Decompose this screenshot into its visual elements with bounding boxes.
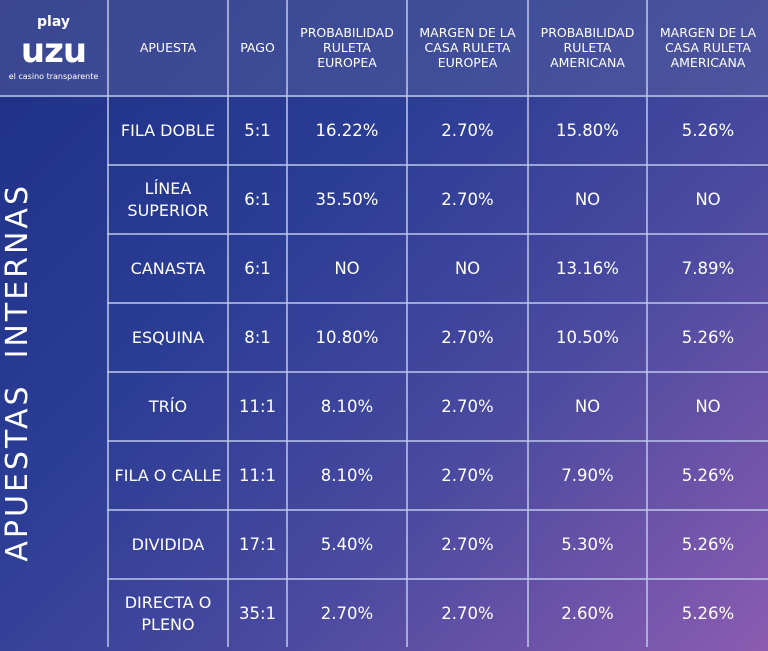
cell-am-prob: 13.16% bbox=[527, 233, 648, 304]
cell-eu-margin: 2.70% bbox=[406, 95, 529, 166]
logo-tagline: el casino transparente bbox=[8, 71, 99, 81]
cell-am-margin: 5.26% bbox=[646, 509, 768, 580]
cell-eu-margin: 2.70% bbox=[406, 509, 529, 580]
cell-am-prob: 10.50% bbox=[527, 302, 648, 373]
table-row: FILA O CALLE 11:1 8.10% 2.70% 7.90% 5.26% bbox=[0, 440, 768, 511]
cell-bet: FILA DOBLE bbox=[107, 95, 229, 166]
header-apuesta: APUESTA bbox=[107, 0, 229, 97]
cell-am-margin: NO bbox=[646, 164, 768, 235]
logo-play: play bbox=[37, 13, 70, 30]
table-row: TRÍO 11:1 8.10% 2.70% NO NO bbox=[0, 371, 768, 442]
cell-eu-prob: 8.10% bbox=[286, 371, 408, 442]
cell-eu-margin: 2.70% bbox=[406, 164, 529, 235]
logo-brand: uzu bbox=[20, 30, 87, 71]
cell-pay: 35:1 bbox=[227, 578, 288, 648]
table-row: ESQUINA 8:1 10.80% 2.70% 10.50% 5.26% bbox=[0, 302, 768, 373]
cell-am-margin: 5.26% bbox=[646, 578, 768, 648]
table-row: APUESTAS INTERNAS FILA DOBLE 5:1 16.22% 2.70… bbox=[0, 95, 768, 648]
cell-eu-margin: 2.70% bbox=[406, 371, 529, 442]
cell-am-margin: NO bbox=[646, 371, 768, 442]
cell-am-prob: 7.90% bbox=[527, 440, 648, 511]
cell-bet: TRÍO bbox=[107, 371, 229, 442]
cell-eu-prob: 35.50% bbox=[286, 164, 408, 235]
cell-am-margin: 5.26% bbox=[646, 440, 768, 511]
cell-am-prob: 2.60% bbox=[527, 578, 648, 648]
section-label-cell: APUESTAS INTERNAS bbox=[0, 95, 109, 648]
cell-bet: LÍNEA SUPERIOR bbox=[107, 164, 229, 235]
header-eu-margin: MARGEN DE LA CASA RULETA EUROPEA bbox=[406, 0, 529, 97]
cell-am-margin: 7.89% bbox=[646, 233, 768, 304]
table-row: LÍNEA SUPERIOR 6:1 35.50% 2.70% NO NO bbox=[0, 164, 768, 235]
table-row: CANASTA 6:1 NO NO 13.16% 7.89% bbox=[0, 233, 768, 304]
cell-pay: 8:1 bbox=[227, 302, 288, 373]
table-row: DIRECTA O PLENO 35:1 2.70% 2.70% 2.60% 5.26% bbox=[0, 578, 768, 648]
cell-eu-prob: NO bbox=[286, 233, 408, 304]
cell-eu-margin: 2.70% bbox=[406, 578, 529, 648]
cell-am-prob: 15.80% bbox=[527, 95, 648, 166]
logo-cell: play uzu el casino transparente bbox=[0, 0, 109, 97]
cell-am-margin: 5.26% bbox=[646, 95, 768, 166]
cell-eu-prob: 8.10% bbox=[286, 440, 408, 511]
cell-bet: DIVIDIDA bbox=[107, 509, 229, 580]
cell-eu-prob: 10.80% bbox=[286, 302, 408, 373]
playuzu-logo: play uzu el casino transparente bbox=[0, 14, 107, 82]
cell-pay: 6:1 bbox=[227, 233, 288, 304]
cell-eu-margin: NO bbox=[406, 233, 529, 304]
cell-am-margin: 5.26% bbox=[646, 302, 768, 373]
cell-pay: 5:1 bbox=[227, 95, 288, 166]
cell-am-prob: NO bbox=[527, 371, 648, 442]
header-am-margin: MARGEN DE LA CASA RULETA AMERICANA bbox=[646, 0, 768, 97]
cell-pay: 11:1 bbox=[227, 371, 288, 442]
cell-pay: 17:1 bbox=[227, 509, 288, 580]
cell-am-prob: NO bbox=[527, 164, 648, 235]
cell-am-prob: 5.30% bbox=[527, 509, 648, 580]
cell-pay: 11:1 bbox=[227, 440, 288, 511]
cell-eu-margin: 2.70% bbox=[406, 302, 529, 373]
cell-eu-prob: 16.22% bbox=[286, 95, 408, 166]
header-pago: PAGO bbox=[227, 0, 288, 97]
section-label: APUESTAS INTERNAS bbox=[0, 182, 35, 562]
cell-eu-prob: 2.70% bbox=[286, 578, 408, 648]
cell-bet: CANASTA bbox=[107, 233, 229, 304]
cell-bet: FILA O CALLE bbox=[107, 440, 229, 511]
header-eu-prob: PROBABILIDAD RULETA EUROPEA bbox=[286, 0, 408, 97]
cell-eu-margin: 2.70% bbox=[406, 440, 529, 511]
header-am-prob: PROBABILIDAD RULETA AMERICANA bbox=[527, 0, 648, 97]
cell-bet: ESQUINA bbox=[107, 302, 229, 373]
cell-eu-prob: 5.40% bbox=[286, 509, 408, 580]
cell-bet: DIRECTA O PLENO bbox=[107, 578, 229, 648]
table-row: DIVIDIDA 17:1 5.40% 2.70% 5.30% 5.26% bbox=[0, 509, 768, 580]
header-row: play uzu el casino transparente APUESTA … bbox=[0, 0, 768, 97]
cell-pay: 6:1 bbox=[227, 164, 288, 235]
